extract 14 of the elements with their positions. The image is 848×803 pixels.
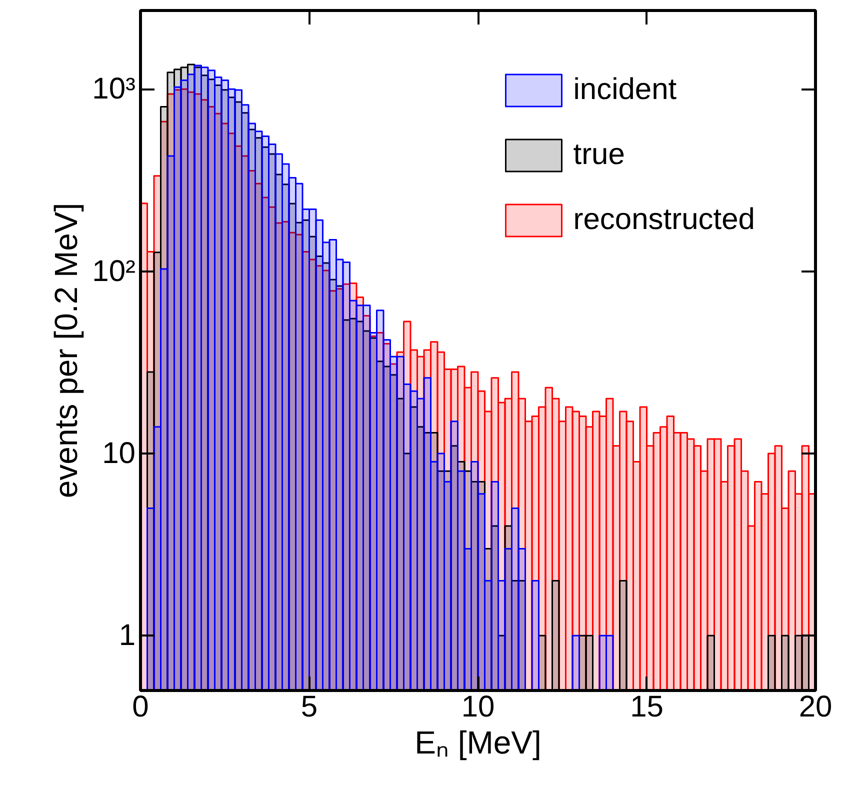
x-tick-label: 20 bbox=[798, 690, 832, 724]
x-tick-label: 15 bbox=[630, 690, 664, 724]
legend-label: reconstructed bbox=[573, 203, 755, 237]
y-tick-label: 10³ bbox=[92, 72, 136, 106]
y-tick-label: 10² bbox=[92, 254, 136, 288]
y-axis-title: events per [0.2 MeV] bbox=[48, 202, 84, 498]
y-tick-label: 1 bbox=[118, 619, 136, 652]
legend-label: true bbox=[573, 138, 625, 172]
x-tick-label: 10 bbox=[461, 690, 495, 724]
x-tick-label: 5 bbox=[300, 690, 318, 724]
x-axis-title: Eₙ [MeV] bbox=[414, 724, 542, 760]
y-tick-label: 10 bbox=[102, 436, 136, 470]
x-tick-label: 0 bbox=[132, 690, 149, 724]
legend-label: incident bbox=[573, 73, 677, 107]
